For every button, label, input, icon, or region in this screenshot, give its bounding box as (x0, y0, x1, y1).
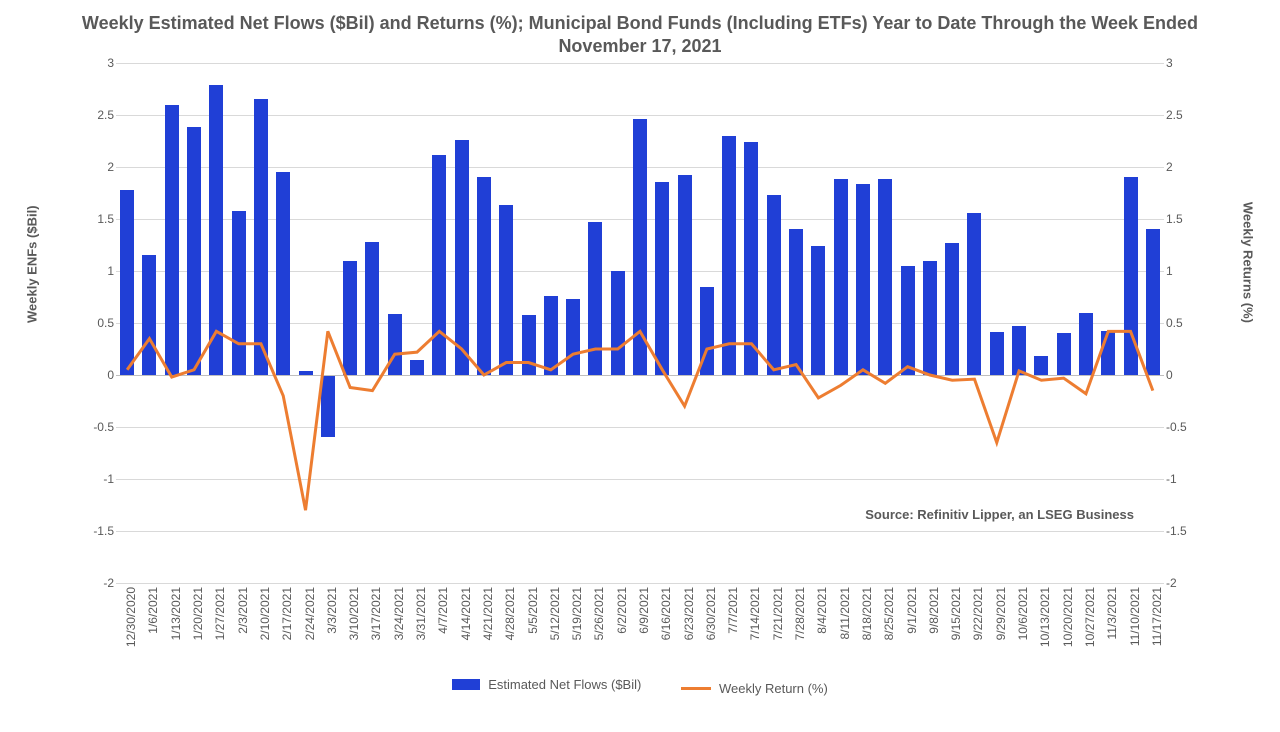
x-axis-tick-label: 7/28/2021 (793, 587, 807, 640)
legend-label-line: Weekly Return (%) (719, 681, 828, 696)
x-axis-tick-label: 2/10/2021 (258, 587, 272, 640)
x-axis-tick-label: 9/1/2021 (905, 587, 919, 634)
x-axis-tick-label: 6/2/2021 (615, 587, 629, 634)
x-axis-tick-label: 9/8/2021 (927, 587, 941, 634)
return-line (127, 331, 1153, 510)
x-axis-tick-label: 3/10/2021 (347, 587, 361, 640)
y-tick-right: 2 (1166, 160, 1194, 174)
x-axis-tick-label: 10/13/2021 (1038, 587, 1052, 647)
x-axis-tick-label: 4/28/2021 (503, 587, 517, 640)
x-axis-tick-label: 4/14/2021 (459, 587, 473, 640)
chart-legend: Estimated Net Flows ($Bil) Weekly Return… (18, 677, 1262, 696)
plot-area: Weekly ENFs ($Bil) Weekly Returns (%) -2… (80, 63, 1200, 583)
x-axis-tick-label: 2/24/2021 (303, 587, 317, 640)
legend-swatch-line (681, 687, 711, 690)
y-tick-left: 2.5 (86, 108, 114, 122)
y-tick-left: -2 (86, 576, 114, 590)
x-axis-tick-label: 1/20/2021 (191, 587, 205, 640)
x-axis-tick-label: 8/11/2021 (838, 587, 852, 640)
x-axis-tick-label: 9/15/2021 (949, 587, 963, 640)
x-axis-tick-label: 1/27/2021 (213, 587, 227, 640)
x-axis-tick-label: 10/20/2021 (1061, 587, 1075, 647)
y-tick-right: 3 (1166, 56, 1194, 70)
x-axis-tick-label: 6/16/2021 (659, 587, 673, 640)
legend-swatch-bar (452, 679, 480, 690)
y-tick-left: 3 (86, 56, 114, 70)
x-axis-tick-label: 8/18/2021 (860, 587, 874, 640)
x-axis-tick-label: 9/29/2021 (994, 587, 1008, 640)
y-tick-left: 0.5 (86, 316, 114, 330)
x-axis-tick-label: 2/17/2021 (280, 587, 294, 640)
x-axis-tick-label: 11/17/2021 (1150, 587, 1164, 646)
x-axis-tick-label: 6/30/2021 (704, 587, 718, 640)
y-tick-right: -2 (1166, 576, 1194, 590)
y-tick-left: -1.5 (86, 524, 114, 538)
x-axis-tick-label: 4/21/2021 (481, 587, 495, 640)
line-layer (116, 63, 1164, 583)
y-tick-left: 2 (86, 160, 114, 174)
y-tick-left: 0 (86, 368, 114, 382)
x-axis-tick-label: 7/7/2021 (726, 587, 740, 634)
x-axis-tick-label: 5/5/2021 (526, 587, 540, 634)
y-tick-right: 0.5 (1166, 316, 1194, 330)
x-axis-tick-label: 9/22/2021 (971, 587, 985, 640)
chart-container: Weekly Estimated Net Flows ($Bil) and Re… (0, 0, 1280, 732)
x-axis-tick-label: 6/9/2021 (637, 587, 651, 634)
chart-title: Weekly Estimated Net Flows ($Bil) and Re… (55, 12, 1224, 57)
x-axis-tick-label: 11/10/2021 (1128, 587, 1142, 646)
y-tick-right: 1 (1166, 264, 1194, 278)
x-axis-tick-label: 8/25/2021 (882, 587, 896, 640)
x-axis-tick-label: 7/14/2021 (748, 587, 762, 640)
x-axis-tick-label: 3/31/2021 (414, 587, 428, 640)
y-tick-right: -1.5 (1166, 524, 1194, 538)
x-axis-tick-label: 10/6/2021 (1016, 587, 1030, 640)
y-tick-left: -1 (86, 472, 114, 486)
x-axis-tick-label: 3/24/2021 (392, 587, 406, 640)
y-tick-left: 1.5 (86, 212, 114, 226)
y-tick-right: 2.5 (1166, 108, 1194, 122)
legend-label-bar: Estimated Net Flows ($Bil) (488, 677, 641, 692)
x-axis-labels: 12/30/2020 1/6/2021 1/13/2021 1/20/2021 1/27… (116, 583, 1164, 675)
x-axis-tick-label: 2/3/2021 (236, 587, 250, 634)
x-axis-tick-label: 1/13/2021 (169, 587, 183, 640)
x-axis-tick-label: 12/30/2020 (124, 587, 138, 647)
x-axis-tick-label: 8/4/2021 (815, 587, 829, 634)
y-tick-left: -0.5 (86, 420, 114, 434)
x-axis-tick-label: 6/23/2021 (682, 587, 696, 640)
x-axis-tick-label: 7/21/2021 (771, 587, 785, 640)
x-axis-tick-label: 3/17/2021 (369, 587, 383, 640)
y-axis-right-label: Weekly Returns (%) (1241, 202, 1256, 323)
x-axis-tick-label: 1/6/2021 (146, 587, 160, 634)
y-tick-right: 0 (1166, 368, 1194, 382)
y-tick-left: 1 (86, 264, 114, 278)
x-axis-tick-label: 11/3/2021 (1105, 587, 1119, 640)
chart-source: Source: Refinitiv Lipper, an LSEG Busine… (865, 507, 1134, 522)
y-tick-right: -1 (1166, 472, 1194, 486)
x-axis-tick-label: 3/3/2021 (325, 587, 339, 634)
x-axis-tick-label: 5/26/2021 (592, 587, 606, 640)
y-tick-right: -0.5 (1166, 420, 1194, 434)
x-axis-tick-label: 5/12/2021 (548, 587, 562, 640)
y-tick-right: 1.5 (1166, 212, 1194, 226)
x-axis-tick-label: 5/19/2021 (570, 587, 584, 640)
x-axis-tick-label: 4/7/2021 (436, 587, 450, 634)
x-axis-tick-label: 10/27/2021 (1083, 587, 1097, 647)
y-axis-left-label: Weekly ENFs ($Bil) (25, 205, 40, 323)
